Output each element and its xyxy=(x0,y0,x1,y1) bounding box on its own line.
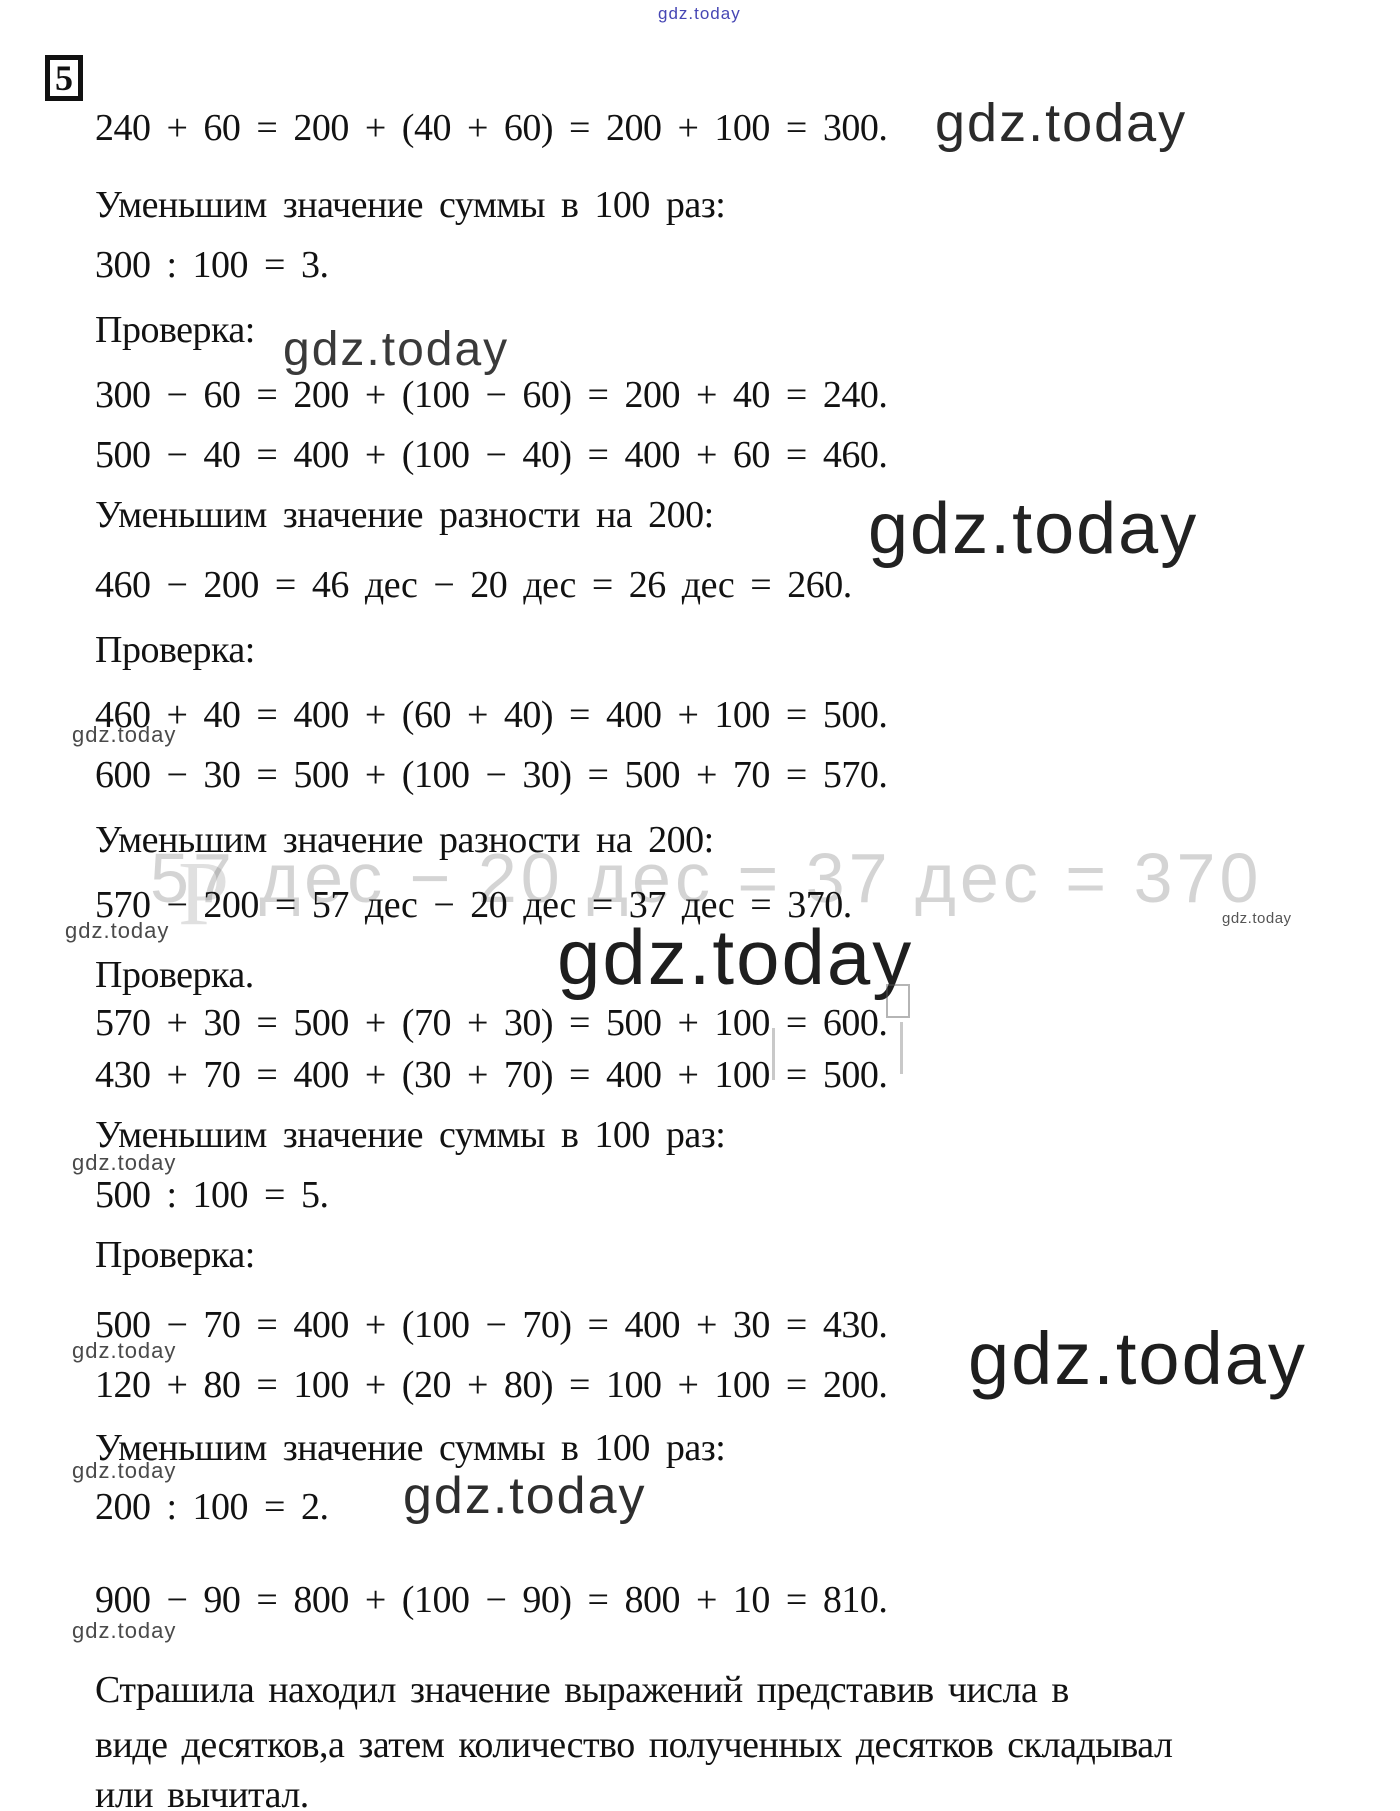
watermark-tiny-right: gdz.today xyxy=(1222,910,1292,927)
problem-number-badge: 5 xyxy=(45,55,83,101)
equation-line: 200 : 100 = 2. xyxy=(95,1486,329,1528)
watermark-small-left-6: gdz.today xyxy=(72,1618,177,1643)
explanation-line: Уменьшим значение суммы в 100 раз: xyxy=(95,1114,726,1156)
check-label: Проверка. xyxy=(95,954,254,996)
watermark-small-left-5: gdz.today xyxy=(72,1458,177,1483)
conclusion-line: Страшила находил значение выражений пред… xyxy=(95,1669,1069,1711)
equation-line: 460 + 40 = 400 + (60 + 40) = 400 + 100 =… xyxy=(95,694,888,736)
problem-number: 5 xyxy=(55,58,73,98)
explanation-line: Уменьшим значение суммы в 100 раз: xyxy=(95,1427,726,1469)
ghost-echo-text: 57 дес − 20 дес = 37 дес = 370 xyxy=(150,839,1263,917)
explanation-line: Уменьшим значение суммы в 100 раз: xyxy=(95,184,726,226)
equation-line: 600 − 30 = 500 + (100 − 30) = 500 + 70 =… xyxy=(95,754,888,796)
watermark-top-blue: gdz.today xyxy=(658,4,741,23)
ghost-letter-artifact: Р xyxy=(178,842,230,944)
equation-line: 240 + 60 = 200 + (40 + 60) = 200 + 100 =… xyxy=(95,107,888,149)
equation-line: 300 − 60 = 200 + (100 − 60) = 200 + 40 =… xyxy=(95,374,888,416)
explanation-line: Уменьшим значение разности на 200: xyxy=(95,494,714,536)
check-label: Проверка: xyxy=(95,629,255,671)
equation-line: 120 + 80 = 100 + (20 + 80) = 100 + 100 =… xyxy=(95,1364,888,1406)
equation-line: 300 : 100 = 3. xyxy=(95,244,329,286)
conclusion-line: виде десятков,а затем количество получен… xyxy=(95,1724,1173,1766)
equation-line: 500 − 70 = 400 + (100 − 70) = 400 + 30 =… xyxy=(95,1304,888,1346)
explanation-line: Уменьшим значение разности на 200: xyxy=(95,819,714,861)
watermark-medium-lower-center: gdz.today xyxy=(403,1467,647,1525)
equation-line: 430 + 70 = 400 + (30 + 70) = 400 + 100 =… xyxy=(95,1054,888,1096)
equation-line: 570 + 30 = 500 + (70 + 30) = 500 + 100 =… xyxy=(95,1002,888,1044)
watermark-small-left-3: gdz.today xyxy=(72,1150,177,1175)
watermark-medium-after-proverka: gdz.today xyxy=(283,323,510,376)
conclusion-line: или вычитал. xyxy=(95,1774,309,1811)
watermark-large-center: gdz.today xyxy=(557,913,914,1001)
ghost-artifact-bar xyxy=(772,1028,775,1080)
equation-line: 500 − 40 = 400 + (100 − 40) = 400 + 60 =… xyxy=(95,434,888,476)
watermark-small-left-4: gdz.today xyxy=(72,1338,177,1363)
watermark-small-left-1: gdz.today xyxy=(72,722,177,747)
ghost-artifact-bar xyxy=(900,1022,903,1074)
ghost-artifact-box xyxy=(886,984,910,1018)
check-label: Проверка: xyxy=(95,1234,255,1276)
equation-line: 500 : 100 = 5. xyxy=(95,1174,329,1216)
equation-line: 460 − 200 = 46 дес − 20 дес = 26 дес = 2… xyxy=(95,564,852,606)
watermark-large-top-right: gdz.today xyxy=(935,93,1188,153)
equation-line: 900 − 90 = 800 + (100 − 90) = 800 + 10 =… xyxy=(95,1579,888,1621)
equation-line: 570 − 200 = 57 дес − 20 дес = 37 дес = 3… xyxy=(95,884,852,926)
check-label: Проверка: xyxy=(95,309,255,351)
watermark-large-mid-right: gdz.today xyxy=(868,489,1199,569)
watermark-large-lower-right: gdz.today xyxy=(968,1317,1307,1400)
watermark-small-left-2: gdz.today xyxy=(65,918,170,943)
